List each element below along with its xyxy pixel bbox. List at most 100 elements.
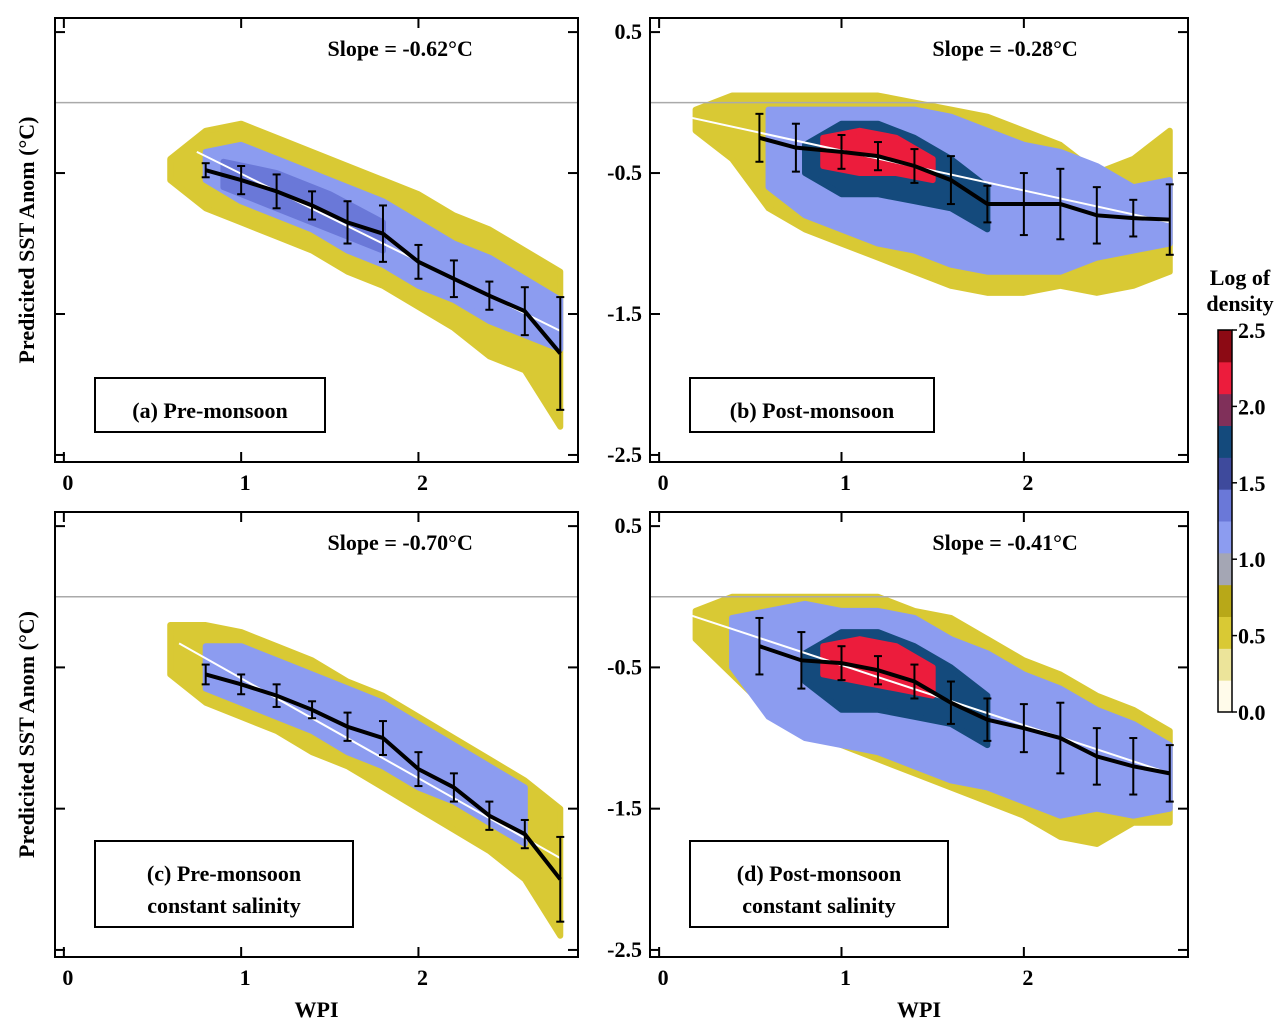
colorbar-band [1218, 521, 1232, 554]
x-tick-label: 0 [62, 965, 73, 990]
error-bar [378, 204, 387, 263]
error-bar [378, 720, 387, 756]
plot-area [55, 101, 578, 430]
panel-label-box [94, 377, 326, 433]
error-bar [910, 663, 919, 700]
error-bar [797, 631, 806, 690]
plot-area [55, 596, 578, 939]
x-tick-label: 1 [240, 965, 251, 990]
plot-frame [649, 17, 1189, 463]
x-tick-label: 0 [658, 470, 669, 495]
error-bar [272, 683, 281, 708]
density-contour [202, 643, 528, 847]
panel-label-box [94, 840, 354, 928]
panel-label: constant salinity [147, 893, 300, 918]
colorbar-tick-label: 1.5 [1238, 471, 1266, 496]
colorbar-band [1218, 680, 1232, 713]
colorbar-tick-label: 2.5 [1238, 318, 1266, 343]
error-bar [272, 173, 281, 210]
panel-label: constant salinity [742, 893, 895, 918]
error-bar [873, 141, 882, 172]
y-tick-label: -2.5 [607, 442, 642, 467]
colorbar-band [1218, 361, 1232, 395]
error-bar [946, 680, 955, 725]
slope-text: Slope = -0.62°C [327, 36, 472, 61]
error-bar [873, 655, 882, 686]
panel-label-box [689, 840, 949, 928]
panel-label: (b) Post-monsoon [730, 398, 894, 423]
slope-text: Slope = -0.41°C [932, 530, 1077, 555]
colorbar-title: Log of [1210, 265, 1271, 290]
fit-line [178, 642, 561, 859]
error-bar [837, 133, 846, 170]
error-bar [343, 711, 352, 742]
panel-label-box [689, 377, 935, 433]
error-bar [237, 165, 246, 196]
error-bar [485, 800, 494, 831]
x-tick-label: 2 [1022, 965, 1033, 990]
error-bar [556, 835, 565, 923]
x-tick-label: 2 [417, 470, 428, 495]
error-bar [1056, 701, 1065, 775]
error-bar [308, 190, 317, 221]
error-bar [1165, 744, 1174, 803]
error-bar [1019, 703, 1028, 754]
colorbar-frame [1217, 329, 1233, 713]
error-bar [201, 162, 210, 179]
x-tick-label: 2 [1022, 470, 1033, 495]
error-bar [910, 148, 919, 184]
error-bar [414, 751, 423, 788]
colorbar-band [1218, 425, 1232, 458]
colorbar-title: density [1206, 291, 1273, 316]
error-bar [449, 772, 458, 803]
error-bar [520, 818, 529, 850]
colorbar-band [1218, 552, 1232, 586]
error-bar [201, 663, 210, 686]
x-tick-label: 2 [417, 965, 428, 990]
panel-label: (c) Pre-monsoon [147, 861, 301, 886]
plot-frame [649, 511, 1189, 958]
x-tick-label: 1 [240, 470, 251, 495]
y-axis-title: Predicited SST Anom (°C) [14, 117, 39, 364]
colorbar-tick-label: 0.0 [1238, 700, 1266, 725]
error-bar [983, 697, 992, 742]
mean-line [758, 135, 1170, 222]
x-tick-label: 1 [840, 470, 851, 495]
error-bar [485, 280, 494, 311]
y-tick-label: 0.5 [615, 19, 643, 44]
colorbar-band [1218, 584, 1232, 617]
x-tick-label: 1 [840, 965, 851, 990]
error-bar [1092, 727, 1101, 786]
slope-text: Slope = -0.70°C [327, 530, 472, 555]
error-bar [1019, 172, 1028, 237]
plot-area [650, 92, 1188, 296]
error-bar [1129, 198, 1138, 238]
error-bar [755, 112, 764, 163]
mean-line [758, 644, 1171, 776]
slope-text: Slope = -0.28°C [932, 36, 1077, 61]
error-bar [1092, 186, 1101, 245]
error-bar [755, 616, 764, 676]
x-axis-title: WPI [897, 997, 941, 1022]
panel-label: (a) Pre-monsoon [132, 398, 287, 423]
error-bar [946, 155, 955, 206]
plot-area [650, 593, 1188, 847]
y-tick-label: -0.5 [607, 160, 642, 185]
plot-frame [54, 511, 579, 958]
error-bar [791, 122, 800, 173]
y-tick-label: -0.5 [607, 654, 642, 679]
colorbar-tick-label: 0.5 [1238, 624, 1266, 649]
y-tick-label: -1.5 [607, 796, 642, 821]
y-tick-label: 0.5 [615, 513, 643, 538]
y-axis-title: Predicited SST Anom (°C) [14, 611, 39, 858]
colorbar-tick-label: 2.0 [1238, 394, 1266, 419]
error-bar [237, 673, 246, 696]
error-bar [308, 700, 317, 720]
error-bar [837, 645, 846, 682]
error-bar [414, 243, 423, 280]
plot-frame [54, 17, 579, 463]
error-bar [343, 200, 352, 245]
error-bar [1129, 737, 1138, 796]
error-bar [520, 286, 529, 337]
